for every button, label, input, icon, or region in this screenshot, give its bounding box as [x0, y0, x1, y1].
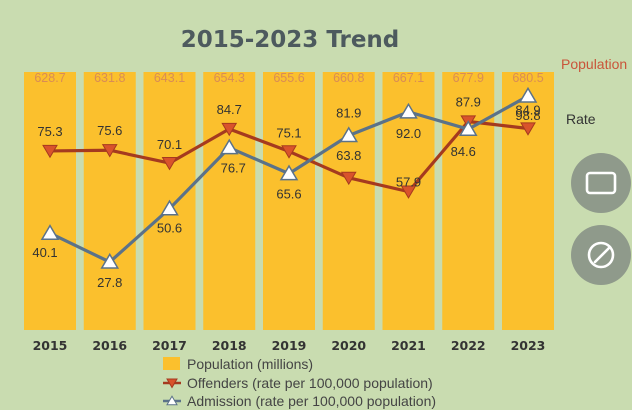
legend-offenders-marker — [166, 378, 178, 389]
population-bar-2020 — [322, 72, 375, 330]
offenders-value-2020: 63.8 — [336, 148, 361, 163]
offenders-value-2017: 70.1 — [157, 137, 182, 152]
population-bar-2023 — [502, 72, 554, 330]
edit-icon — [587, 241, 615, 269]
offenders-value-2019: 75.1 — [276, 125, 301, 140]
screen-icon — [585, 171, 617, 195]
population-bar-2022 — [442, 72, 495, 330]
offenders-marker-2015 — [42, 144, 58, 159]
category-label-2018: 2018 — [212, 338, 247, 353]
offenders-marker-2017 — [161, 157, 178, 171]
category-label-2017: 2017 — [152, 338, 187, 353]
population-label-2018: 654.3 — [214, 71, 245, 85]
population-label-2022: 677.9 — [453, 71, 484, 85]
population-bar-2015 — [24, 72, 76, 330]
admission-value-2015: 40.1 — [32, 245, 57, 260]
admission-marker-2016 — [100, 252, 120, 269]
legend-population-swatch — [163, 357, 180, 370]
population-label-2016: 631.8 — [94, 71, 125, 85]
admission-marker-2015 — [40, 224, 60, 240]
admission-value-2020: 81.9 — [336, 106, 361, 121]
category-label-2022: 2022 — [451, 338, 486, 353]
offenders-marker-2016 — [101, 144, 118, 158]
admission-marker-2023 — [518, 86, 538, 103]
admission-value-2021: 92.0 — [396, 126, 421, 141]
admission-marker-2017 — [160, 199, 179, 216]
population-bar-2018 — [203, 72, 256, 330]
legend-admission-marker — [166, 395, 178, 406]
offenders-marker-2018 — [221, 122, 238, 137]
admission-value-2022: 84.6 — [451, 144, 476, 159]
population-label-2021: 667.1 — [393, 71, 424, 85]
category-label-2015: 2015 — [33, 338, 68, 353]
offenders-value-2022: 87.9 — [456, 94, 481, 109]
admission-marker-2018 — [219, 138, 239, 155]
legend-admission-label: Admission (rate per 100,000 population) — [187, 393, 436, 409]
admission-value-2017: 50.6 — [157, 221, 182, 236]
admission-value-2016: 27.8 — [97, 275, 122, 290]
offenders-value-2023: 84.9 — [515, 102, 540, 117]
admission-value-2019: 65.6 — [276, 187, 301, 202]
population-label-2017: 643.1 — [154, 71, 185, 85]
admission-marker-2019 — [279, 164, 299, 181]
legend: Population (millions) Offenders (rate per… — [163, 356, 436, 409]
population-axis-label: Population — [561, 56, 627, 72]
category-label-2021: 2021 — [391, 338, 426, 353]
population-bar-2019 — [263, 72, 315, 330]
offenders-marker-2021 — [400, 185, 417, 199]
population-bar-2016 — [83, 72, 136, 330]
lines-layer — [40, 86, 538, 269]
offenders-value-2021: 57.9 — [396, 175, 421, 190]
offenders-value-2018: 84.7 — [217, 102, 242, 117]
edit-button[interactable] — [571, 225, 631, 285]
category-label-2019: 2019 — [272, 338, 307, 353]
labels-layer: 628.7 2015 631.8 2016 643.1 2017 654.3 2018 655.… — [32, 71, 545, 353]
bars-layer — [24, 72, 554, 330]
offenders-marker-2019 — [281, 145, 297, 159]
legend-offenders-label: Offenders (rate per 100,000 population) — [187, 375, 433, 391]
admission-marker-2022 — [458, 120, 478, 136]
offenders-marker-2020 — [340, 171, 357, 186]
rate-axis-label: Rate — [566, 111, 596, 127]
offenders-value-2015: 75.3 — [37, 124, 62, 139]
fullscreen-button[interactable] — [571, 153, 631, 213]
chart-title: 2015-2023 Trend — [181, 27, 400, 53]
admission-value-2018: 76.7 — [221, 161, 246, 176]
category-label-2023: 2023 — [511, 338, 546, 353]
category-label-2020: 2020 — [331, 338, 366, 353]
legend-population-label: Population (millions) — [187, 356, 313, 372]
category-label-2016: 2016 — [92, 338, 127, 353]
population-label-2023: 680.5 — [512, 71, 543, 85]
population-label-2019: 655.6 — [273, 71, 304, 85]
population-label-2015: 628.7 — [34, 71, 65, 85]
admission-value-2023: 98.8 — [515, 108, 540, 123]
population-label-2020: 660.8 — [333, 71, 364, 85]
admission-marker-2020 — [339, 126, 359, 143]
offenders-marker-2023 — [520, 122, 536, 136]
admission-marker-2021 — [399, 102, 418, 119]
offenders-value-2016: 75.6 — [97, 123, 122, 138]
